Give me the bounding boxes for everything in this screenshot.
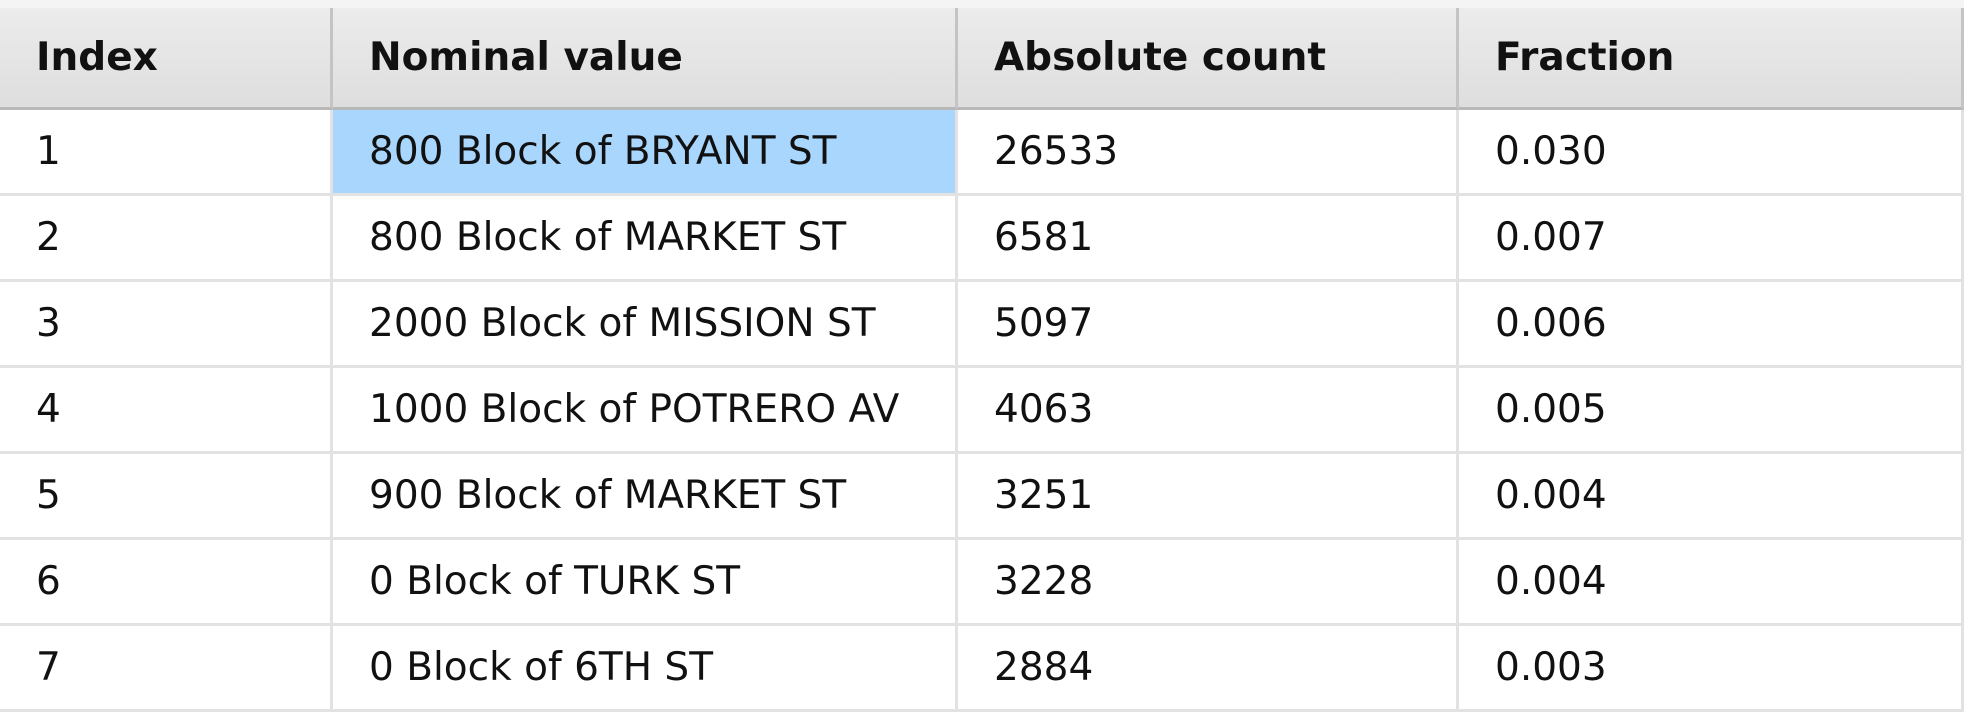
table-cell[interactable]: 2 [0,196,333,282]
table-cell[interactable]: 3228 [958,540,1459,626]
table-cell[interactable]: 800 Block of BRYANT ST [333,110,958,196]
table-cell[interactable]: 5097 [958,282,1459,368]
table-cell[interactable]: 6 [0,540,333,626]
table-cell[interactable]: 0.006 [1459,282,1964,368]
table-cell[interactable]: 0.004 [1459,540,1964,626]
table-cell[interactable]: 0.005 [1459,368,1964,454]
table-cell[interactable]: 900 Block of MARKET ST [333,454,958,540]
column-header[interactable]: Nominal value [333,8,958,110]
table-cell[interactable]: 3 [0,282,333,368]
column-header[interactable]: Absolute count [958,8,1459,110]
column-header[interactable]: Index [0,8,333,110]
column-header[interactable]: Fraction [1459,8,1964,110]
table-cell[interactable]: 4063 [958,368,1459,454]
table-cell[interactable]: 0.030 [1459,110,1964,196]
table-cell[interactable]: 0 Block of TURK ST [333,540,958,626]
table-cell[interactable]: 5 [0,454,333,540]
table-cell[interactable]: 1 [0,110,333,196]
table-cell[interactable]: 0.007 [1459,196,1964,282]
table-cell[interactable]: 2000 Block of MISSION ST [333,282,958,368]
table-cell[interactable]: 2884 [958,626,1459,712]
table-cell[interactable]: 4 [0,368,333,454]
table-cell[interactable]: 3251 [958,454,1459,540]
table-cell[interactable]: 7 [0,626,333,712]
table-cell[interactable]: 800 Block of MARKET ST [333,196,958,282]
table-cell[interactable]: 0.004 [1459,454,1964,540]
table-cell[interactable]: 6581 [958,196,1459,282]
table-cell[interactable]: 0 Block of 6TH ST [333,626,958,712]
table-cell[interactable]: 26533 [958,110,1459,196]
table-cell[interactable]: 0.003 [1459,626,1964,712]
table-cell[interactable]: 1000 Block of POTRERO AV [333,368,958,454]
